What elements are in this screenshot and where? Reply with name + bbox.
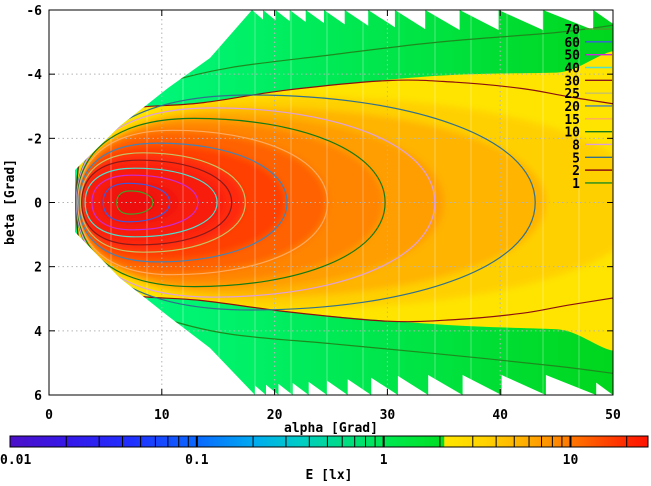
colorbar: 0.01 0.1 1 10: [0, 435, 649, 468]
contour-line-20: [78, 142, 288, 263]
x-tick-label: 20: [267, 408, 283, 423]
contour-line-60: [102, 182, 171, 223]
x-tick-label: 40: [492, 408, 508, 423]
x-tick-label: 10: [154, 408, 170, 423]
contour-line-50: [91, 174, 199, 231]
colorbar-title: E [lx]: [306, 468, 353, 483]
y-tick-label: 6: [34, 389, 42, 404]
x-tick-label: 50: [605, 408, 621, 423]
colorbar-tick-label: 1: [380, 453, 388, 468]
colorbar-gradient: [10, 436, 648, 447]
contour-line-15: [77, 129, 329, 276]
legend-label-8: 8: [572, 138, 580, 153]
legend-label-50: 50: [564, 49, 580, 64]
colorbar-tick-label: 0.01: [0, 453, 31, 468]
x-tick-label: 0: [45, 408, 53, 423]
contour-line-30: [81, 159, 233, 246]
legend-label-25: 25: [564, 87, 580, 102]
contour-line-40: [84, 167, 218, 238]
y-axis-title: beta [Grad]: [3, 159, 18, 245]
y-tick-label: -4: [26, 68, 42, 83]
legend-label-40: 40: [564, 61, 580, 76]
contour-line-25: [79, 152, 246, 253]
colorbar-border: [9, 435, 649, 448]
legend-label-20: 20: [564, 100, 580, 115]
contour-line-5: [75, 94, 536, 311]
x-tick-label: 30: [380, 408, 396, 423]
y-tick-label: -2: [26, 132, 42, 147]
legend-label-10: 10: [564, 126, 580, 141]
contour-line-10: [76, 117, 386, 288]
legend-label-2: 2: [572, 164, 580, 179]
contour-lines-layer: [75, 23, 613, 375]
legend-label-15: 15: [564, 113, 580, 128]
contour-line-8: [75, 107, 436, 298]
legend-label-60: 60: [564, 36, 580, 51]
colorbar-tick-label: 0.1: [185, 453, 209, 468]
y-tick-label: -6: [26, 4, 42, 19]
legend-label-70: 70: [564, 23, 580, 38]
y-tick-label: 4: [34, 325, 42, 340]
contour-line-70: [116, 190, 154, 215]
legend-label-30: 30: [564, 74, 580, 89]
y-tick-label: 0: [34, 197, 42, 212]
colorbar-tick-label: 10: [563, 453, 579, 468]
legend-label-1: 1: [572, 177, 580, 192]
y-tick-label: 2: [34, 261, 42, 276]
x-axis-title: alpha [Grad]: [284, 421, 378, 436]
legend-label-5: 5: [572, 151, 580, 166]
